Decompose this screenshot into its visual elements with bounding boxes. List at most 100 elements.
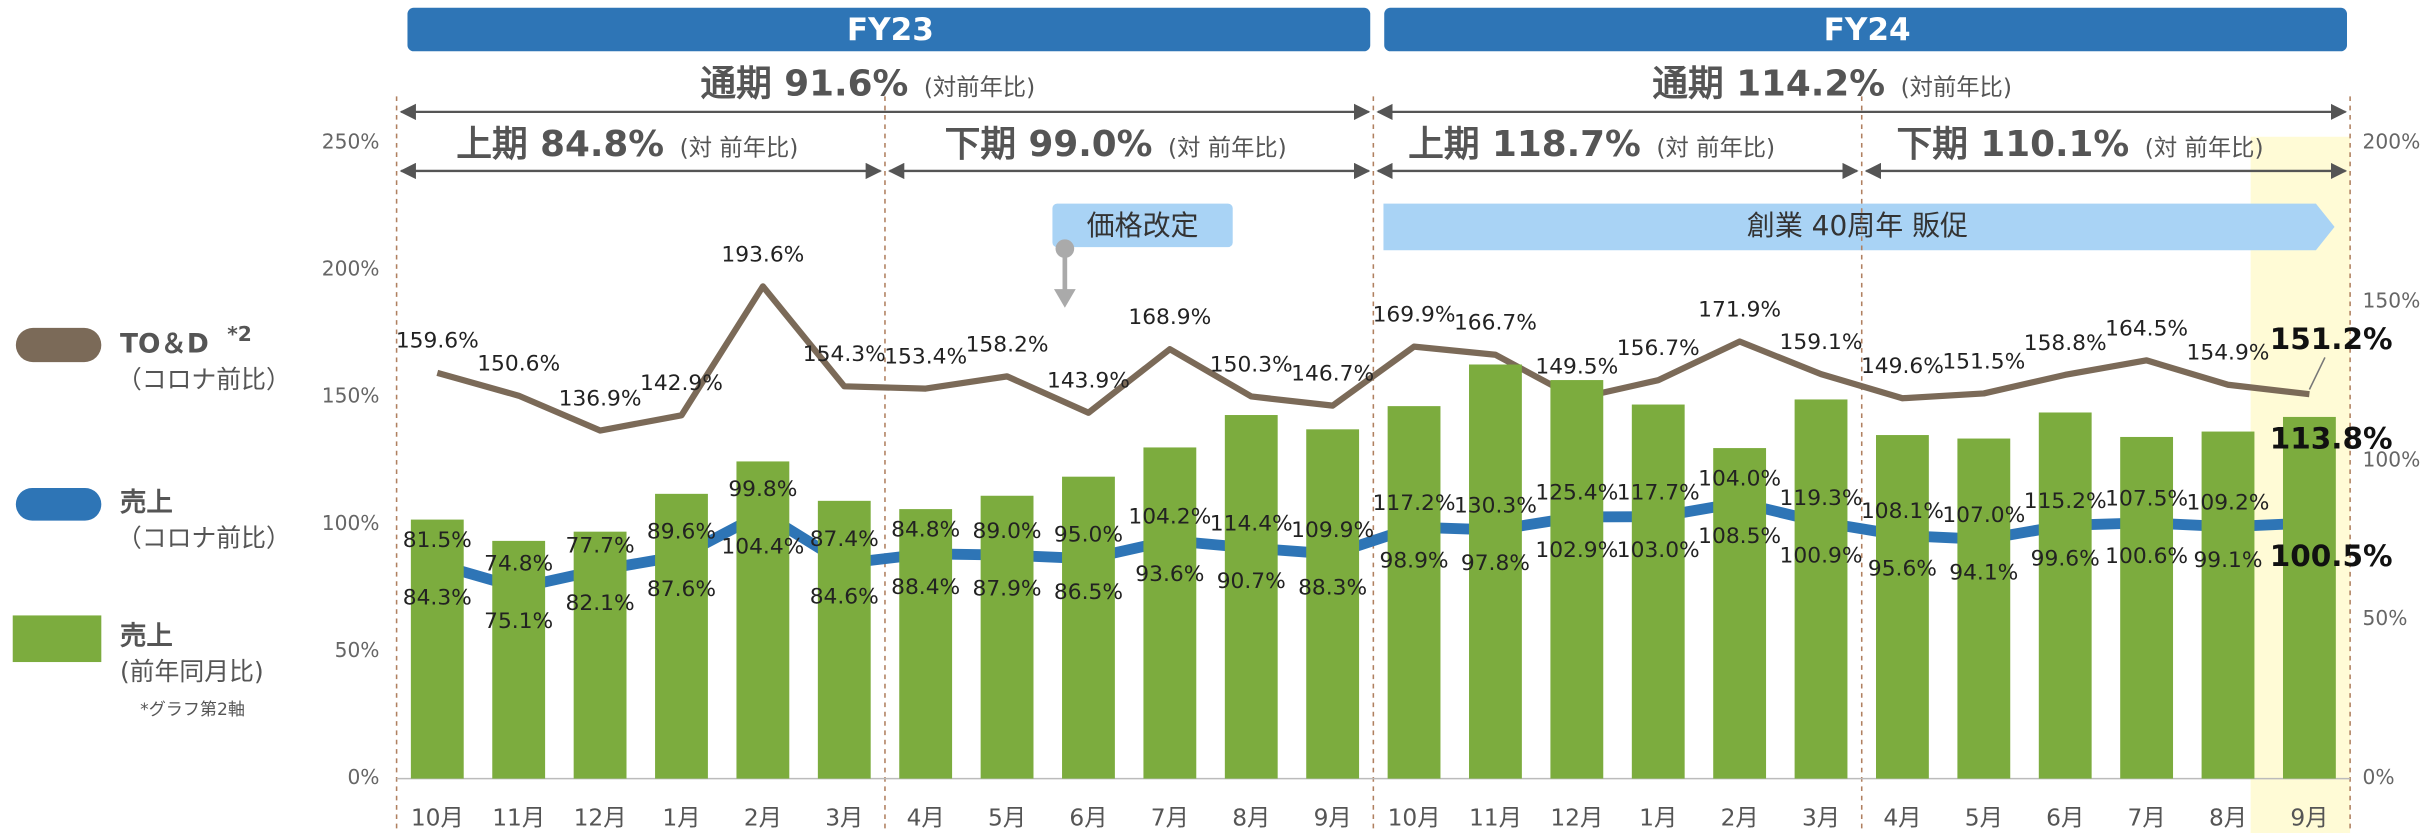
bar bbox=[1713, 448, 1767, 779]
bar bbox=[573, 531, 627, 779]
data-label: 149.5% bbox=[1535, 354, 1618, 379]
annotation: 価格改定 bbox=[1087, 209, 1199, 242]
data-label: 94.1% bbox=[1949, 561, 2018, 586]
header-box bbox=[407, 7, 1371, 52]
data-label: 109.2% bbox=[2187, 490, 2270, 515]
data-label: 89.6% bbox=[647, 520, 716, 545]
y-tick-label: 50% bbox=[335, 638, 380, 662]
header-box bbox=[1384, 7, 2347, 52]
y-tick-label: 150% bbox=[322, 384, 380, 408]
x-tick-label: 12月 bbox=[574, 805, 627, 832]
x-tick-label: 8月 bbox=[1232, 805, 1270, 832]
bar bbox=[410, 519, 464, 779]
data-label: 117.2% bbox=[1373, 491, 1456, 516]
bar bbox=[655, 493, 708, 779]
line bbox=[436, 283, 2310, 434]
bar bbox=[1469, 364, 1522, 779]
y2-tick-label: 100% bbox=[2363, 447, 2421, 471]
y-tick-label: 100% bbox=[322, 511, 380, 535]
bar bbox=[980, 495, 1034, 779]
x-tick-label: 4月 bbox=[1883, 805, 1921, 832]
data-label: 115.2% bbox=[2024, 489, 2107, 514]
period-label: 下期 110.1% bbox=[1896, 124, 2129, 165]
x-tick-label: 11月 bbox=[1469, 805, 1522, 832]
data-label: 74.8% bbox=[484, 551, 553, 576]
y-tick-label: 200% bbox=[322, 257, 380, 281]
data-label: 88.3% bbox=[1298, 575, 1367, 600]
data-label: 149.6% bbox=[1861, 354, 1944, 379]
data-label: 100.9% bbox=[1780, 543, 1863, 568]
data-label: 153.4% bbox=[884, 345, 967, 370]
bar bbox=[1306, 429, 1360, 779]
x-tick-label: 6月 bbox=[1069, 805, 1107, 832]
x-tick-label: 2月 bbox=[744, 805, 782, 832]
period-label: 通期 91.6% bbox=[700, 63, 908, 104]
bar bbox=[1550, 380, 1604, 779]
legend-label: 売上 bbox=[120, 487, 173, 518]
bar bbox=[2120, 436, 2174, 779]
legend-label: TO＆D bbox=[120, 329, 209, 360]
data-label: 117.7% bbox=[1617, 480, 1700, 505]
x-tick-label: 6月 bbox=[2046, 805, 2084, 832]
x-tick-label: 5月 bbox=[988, 805, 1026, 832]
data-label: 109.9% bbox=[1291, 518, 1374, 543]
y2-tick-label: 200% bbox=[2363, 129, 2421, 153]
bar bbox=[899, 509, 953, 779]
legend-sub: （コロナ前比） bbox=[117, 365, 291, 394]
data-label: 119.3% bbox=[1780, 486, 1863, 511]
legend-note: *グラフ第2軸 bbox=[140, 700, 245, 720]
y2-tick-label: 0% bbox=[2363, 765, 2395, 789]
data-label: 84.6% bbox=[810, 585, 879, 610]
bar bbox=[1794, 399, 1848, 779]
data-label: 102.9% bbox=[1535, 538, 1618, 563]
legend-swatch bbox=[15, 327, 102, 363]
period-note: (対前年比) bbox=[1901, 74, 2012, 101]
legend-sub: (前年同月比) bbox=[120, 657, 264, 686]
data-label: 150.3% bbox=[1210, 352, 1293, 377]
x-tick-label: 3月 bbox=[825, 805, 863, 832]
x-tick-label: 7月 bbox=[1151, 805, 1189, 832]
x-tick-label: 1月 bbox=[1639, 805, 1677, 832]
x-tick-label: 12月 bbox=[1550, 805, 1603, 832]
data-label: 136.9% bbox=[559, 386, 642, 411]
bar bbox=[492, 540, 546, 779]
header: FY24 bbox=[1824, 12, 1911, 48]
callout bbox=[2308, 357, 2326, 390]
period-label: 通期 114.2% bbox=[1652, 63, 1885, 104]
data-label: 89.0% bbox=[973, 519, 1042, 544]
data-label: 151.5% bbox=[1942, 349, 2025, 374]
x-tick-label: 7月 bbox=[2128, 805, 2166, 832]
data-label: 81.5% bbox=[403, 528, 472, 553]
data-label: 171.9% bbox=[1698, 297, 1781, 322]
data-label: 107.5% bbox=[2105, 487, 2188, 512]
data-label: 88.4% bbox=[891, 575, 960, 600]
data-label: 150.6% bbox=[477, 352, 560, 377]
data-label: 103.0% bbox=[1617, 538, 1700, 563]
x-tick-label: 11月 bbox=[492, 805, 545, 832]
data-label: 146.7% bbox=[1291, 362, 1374, 387]
bar bbox=[2201, 431, 2255, 779]
data-label: 99.1% bbox=[2193, 548, 2262, 573]
y-tick-label: 250% bbox=[322, 129, 380, 153]
data-label: 99.6% bbox=[2031, 547, 2100, 572]
period-note: (対前年比) bbox=[924, 74, 1035, 101]
data-label: 90.7% bbox=[1217, 569, 1286, 594]
data-label: 95.6% bbox=[1868, 557, 1937, 582]
data-label: 95.0% bbox=[1054, 522, 1123, 547]
data-label: 156.7% bbox=[1617, 336, 1700, 361]
data-label: 154.3% bbox=[803, 342, 886, 367]
data-label: 158.2% bbox=[966, 332, 1049, 357]
data-label: 86.5% bbox=[1054, 580, 1123, 605]
legend-sub: （コロナ前比） bbox=[117, 523, 291, 552]
x-tick-label: 9月 bbox=[2290, 805, 2328, 832]
data-label: 82.1% bbox=[566, 591, 635, 616]
data-label: 166.7% bbox=[1454, 311, 1537, 336]
data-label: 99.8% bbox=[728, 477, 797, 502]
bar bbox=[2038, 412, 2092, 779]
data-label: 107.0% bbox=[1942, 503, 2025, 528]
data-label: 142.9% bbox=[640, 371, 723, 396]
data-label: 87.9% bbox=[973, 576, 1042, 601]
y2-tick-label: 50% bbox=[2363, 606, 2408, 630]
